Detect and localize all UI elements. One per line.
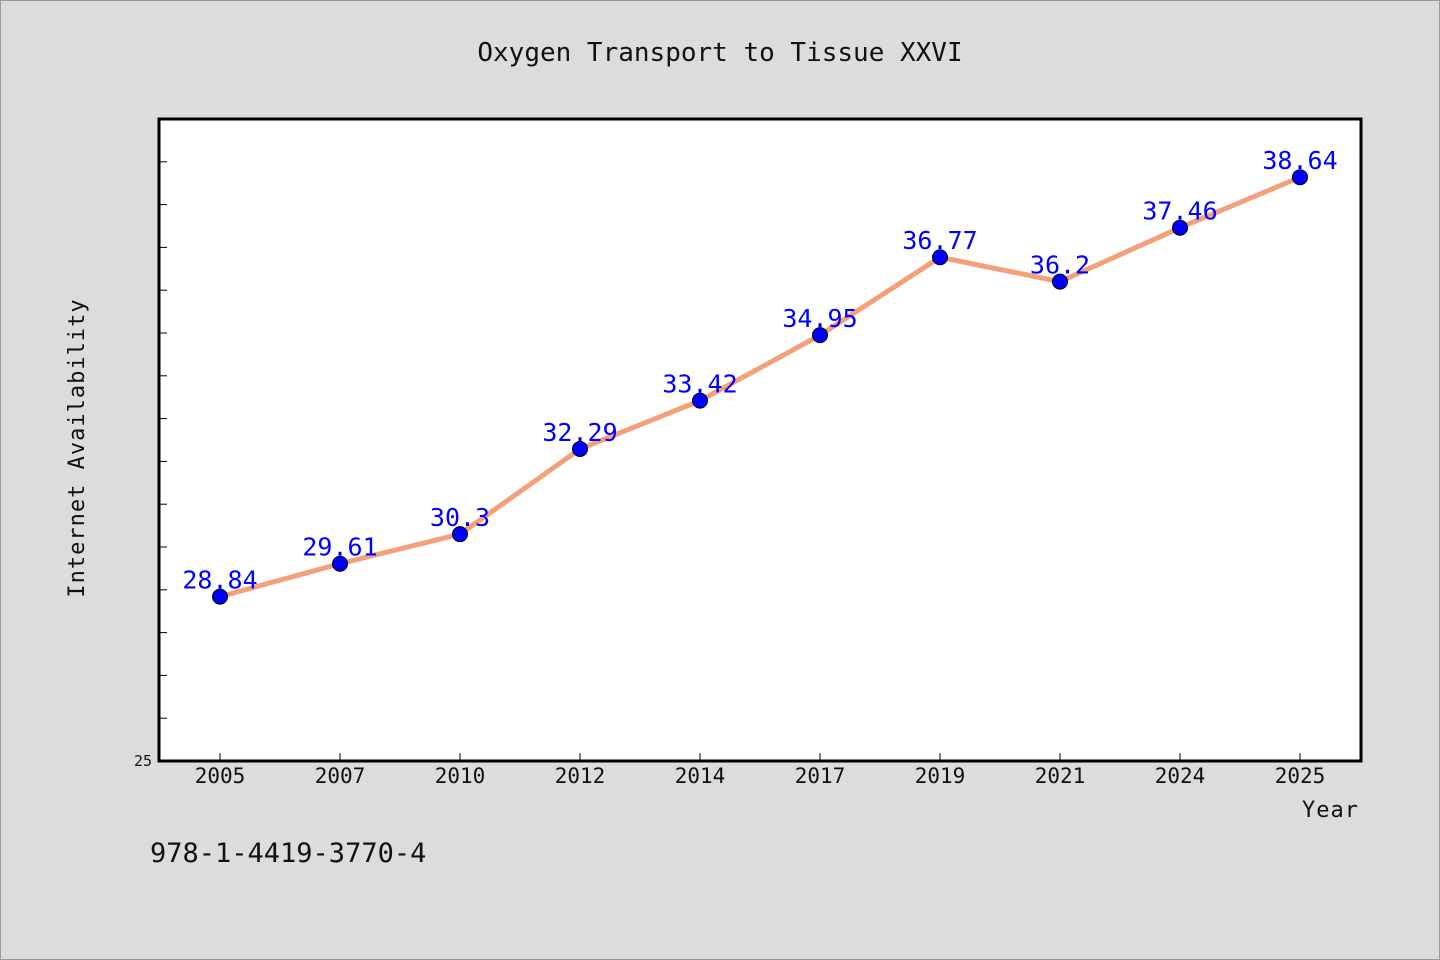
x-tick-label: 2024 xyxy=(1155,764,1206,788)
y-axis-label: Internet Availability xyxy=(65,298,90,597)
isbn-text: 978-1-4419-3770-4 xyxy=(150,838,426,869)
data-point xyxy=(452,526,468,543)
data-point xyxy=(1172,219,1188,236)
y-axis-ticks xyxy=(159,161,167,719)
x-tick-label: 2007 xyxy=(315,764,366,788)
plot-area xyxy=(157,117,1363,763)
data-label: 36.77 xyxy=(902,226,977,255)
x-tick-label: 2014 xyxy=(675,764,726,788)
data-point xyxy=(332,555,348,572)
data-label: 34.95 xyxy=(782,304,857,333)
data-label: 36.2 xyxy=(1030,251,1090,280)
data-point xyxy=(1052,273,1068,290)
data-labels: 28.84 29.61 30.3 32.29 33.42 34.95 36.77 36.2 37… xyxy=(182,146,1337,594)
data-point xyxy=(692,392,708,409)
x-tick-label: 2010 xyxy=(435,764,486,788)
data-label: 28.84 xyxy=(182,566,257,595)
series-line xyxy=(217,174,1303,600)
data-label: 38.64 xyxy=(1262,146,1337,175)
y-tick-label-min: 25 xyxy=(134,752,152,770)
x-tick-label: 2017 xyxy=(795,764,846,788)
data-point xyxy=(212,588,228,605)
x-axis-ticks: 2005 2007 2010 2012 2014 2017 2019 2021 2024 2025 xyxy=(195,753,1326,788)
data-point xyxy=(572,440,588,457)
x-tick-label: 2021 xyxy=(1035,764,1086,788)
x-tick-label: 2012 xyxy=(555,764,606,788)
data-point xyxy=(812,327,828,344)
data-label: 33.42 xyxy=(662,370,737,399)
data-point xyxy=(932,249,948,266)
x-axis-label: Year xyxy=(1302,798,1359,823)
x-tick-label: 2005 xyxy=(195,764,246,788)
x-tick-label: 2025 xyxy=(1275,764,1326,788)
data-label: 37.46 xyxy=(1142,197,1217,226)
x-tick-label: 2019 xyxy=(915,764,966,788)
data-label: 32.29 xyxy=(542,418,617,447)
data-point xyxy=(1292,169,1308,186)
data-markers xyxy=(212,169,1308,605)
data-label: 29.61 xyxy=(302,533,377,562)
data-label: 30.3 xyxy=(430,503,490,532)
chart-title: Oxygen Transport to Tissue XXVI xyxy=(477,38,962,68)
